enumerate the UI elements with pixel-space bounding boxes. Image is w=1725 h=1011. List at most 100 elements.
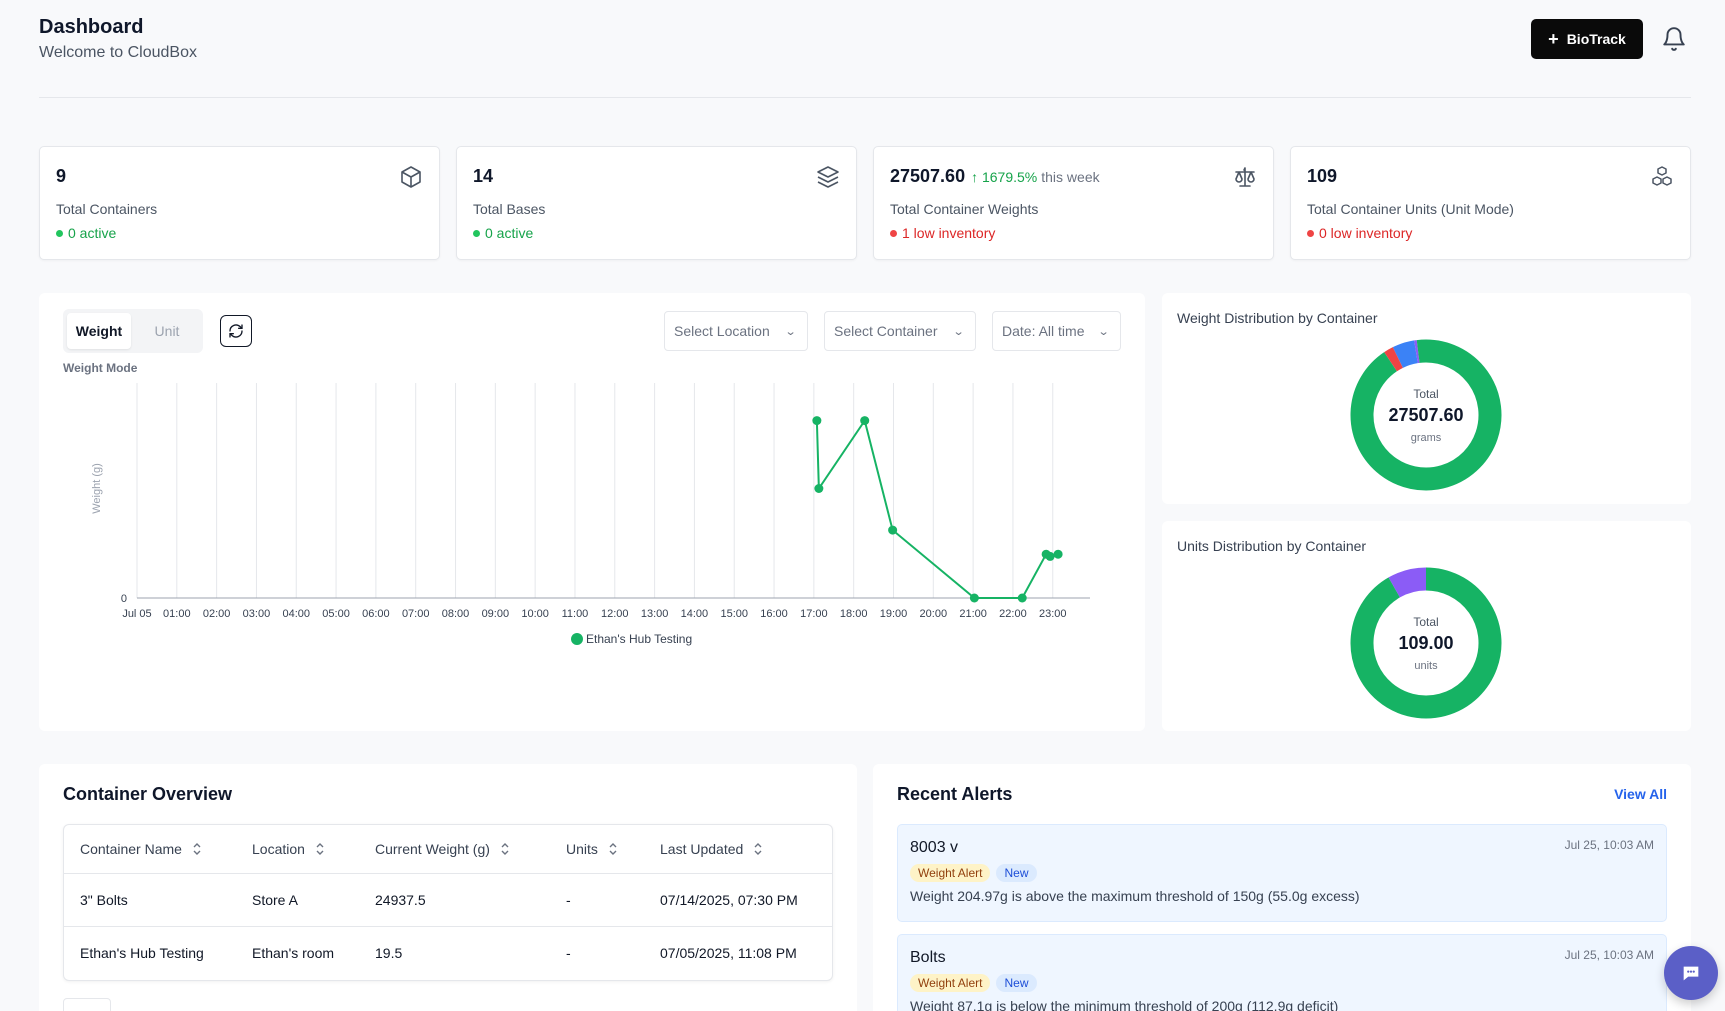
x-tick-label: 09:00: [482, 608, 510, 620]
scale-icon: [1235, 167, 1255, 187]
column-header-location[interactable]: Location: [252, 841, 325, 857]
chat-icon: [1683, 966, 1699, 981]
column-header-last-updated[interactable]: Last Updated: [660, 841, 763, 857]
table-row[interactable]: Ethan's Hub Testing Ethan's room 19.5 - …: [64, 926, 832, 978]
donut-slice: [1388, 567, 1427, 598]
stat-status: 1 low inventory: [890, 225, 995, 241]
x-tick-label: 02:00: [203, 608, 231, 620]
data-point: [888, 525, 898, 535]
alert-badges: Weight Alert New: [910, 974, 1037, 992]
add-biotrack-button[interactable]: + BioTrack: [1531, 19, 1643, 59]
cell-units: -: [566, 945, 571, 961]
stat-status: 0 active: [473, 225, 533, 241]
legend-label: Ethan's Hub Testing: [586, 632, 692, 646]
container-select[interactable]: Select Container ⌄: [824, 311, 976, 351]
legend-marker: [571, 633, 583, 645]
data-point: [814, 484, 824, 493]
x-tick-label: 15:00: [720, 608, 748, 620]
trend-up: ↑ 1679.5% this week: [971, 169, 1100, 185]
stat-label: Total Container Weights: [890, 201, 1039, 217]
y-tick-label: 0: [121, 593, 127, 605]
recent-alerts-panel: Recent Alerts View All 8003 v Jul 25, 10…: [873, 764, 1691, 1011]
alert-card[interactable]: 8003 v Jul 25, 10:03 AM Weight Alert New…: [897, 824, 1667, 922]
page-subtitle: Welcome to CloudBox: [39, 44, 197, 61]
alert-message: Weight 204.97g is above the maximum thre…: [910, 888, 1360, 904]
column-header-label: Last Updated: [660, 841, 744, 857]
units-distribution-panel: Units Distribution by Container Total 109…: [1162, 521, 1691, 731]
x-tick-label: 06:00: [362, 608, 390, 620]
x-tick-label: 03:00: [243, 608, 271, 620]
status-dot: [890, 229, 897, 237]
x-tick-label: 05:00: [322, 608, 350, 620]
alert-type-badge: Weight Alert: [910, 974, 991, 992]
x-tick-label: 10:00: [521, 608, 549, 620]
column-header-current-weight[interactable]: Current Weight (g): [375, 841, 510, 857]
x-tick-label: Jul 05: [122, 608, 151, 620]
bell-icon[interactable]: [1661, 26, 1687, 52]
stat-label: Total Containers: [56, 201, 158, 217]
x-tick-label: 14:00: [681, 608, 709, 620]
status-dot: [473, 229, 480, 237]
x-tick-label: 19:00: [880, 608, 908, 620]
sort-icon: [316, 843, 324, 855]
stat-value: 14: [473, 166, 494, 186]
status-dot: [56, 229, 63, 237]
container-overview-panel: Container Overview Container Name Locati…: [39, 764, 857, 1011]
donut-total-unit: units: [1414, 660, 1438, 672]
x-tick-label: 22:00: [999, 608, 1027, 620]
chart-mode-label: Weight Mode: [63, 361, 138, 375]
chat-button[interactable]: [1664, 946, 1718, 1000]
view-all-link[interactable]: View All: [1614, 786, 1667, 802]
donut-total-value: 109.00: [1398, 633, 1453, 653]
pagination-button[interactable]: [63, 998, 111, 1011]
weight-chart-panel: Weight Unit Select Location ⌄ Select Cont…: [39, 293, 1145, 731]
column-header-container-name[interactable]: Container Name: [80, 841, 202, 857]
plus-icon: +: [1548, 29, 1559, 49]
x-tick-label: 20:00: [920, 608, 948, 620]
x-tick-label: 07:00: [402, 608, 430, 620]
stat-status-text: 0 low inventory: [1319, 225, 1413, 241]
stat-card-bases: 14 Total Bases 0 active: [456, 146, 857, 260]
stat-card-units: 109 Total Container Units (Unit Mode) 0 …: [1290, 146, 1691, 260]
tab-weight[interactable]: Weight: [67, 313, 131, 349]
table-row[interactable]: 3" Bolts Store A 24937.5 - 07/14/2025, 0…: [64, 873, 832, 925]
stat-value: 109: [1307, 166, 1338, 186]
date-select[interactable]: Date: All time ⌄: [992, 311, 1121, 351]
trend-suffix: this week: [1041, 169, 1100, 185]
location-select-value: Select Location: [674, 323, 770, 339]
sort-icon: [609, 843, 617, 855]
donut-total-unit: grams: [1411, 432, 1442, 444]
chevron-down-icon: ⌄: [952, 325, 965, 338]
x-tick-label: 08:00: [442, 608, 470, 620]
x-tick-label: 12:00: [601, 608, 629, 620]
cell-last-updated: 07/14/2025, 07:30 PM: [660, 892, 798, 908]
alert-card[interactable]: Bolts Jul 25, 10:03 AM Weight Alert New …: [897, 934, 1667, 1011]
alert-badges: Weight Alert New: [910, 864, 1037, 882]
donut-total-label: Total: [1413, 615, 1438, 629]
cell-container-name: Ethan's Hub Testing: [80, 945, 204, 961]
page-header: Dashboard Welcome to CloudBox + BioTrack: [39, 14, 1691, 98]
x-tick-label: 04:00: [282, 608, 310, 620]
cell-location: Ethan's room: [252, 945, 335, 961]
stat-value: 27507.60 ↑ 1679.5% this week: [890, 166, 1100, 187]
x-tick-label: 11:00: [562, 608, 589, 620]
y-tick-label: 100: [109, 383, 127, 386]
refresh-icon: [229, 324, 243, 338]
x-tick-label: 21:00: [959, 608, 987, 620]
date-select-value: Date: All time: [1002, 323, 1085, 339]
cell-current-weight: 19.5: [375, 945, 403, 961]
trend-value: ↑ 1679.5%: [971, 169, 1038, 185]
column-header-label: Current Weight (g): [375, 841, 490, 857]
stat-status-text: 0 active: [485, 225, 534, 241]
location-select[interactable]: Select Location ⌄: [664, 311, 808, 351]
cell-current-weight: 24937.5: [375, 892, 426, 908]
weight-distribution-title: Weight Distribution by Container: [1177, 310, 1378, 326]
refresh-button[interactable]: [220, 315, 252, 347]
new-badge: New: [996, 974, 1037, 992]
donut-total-value: 27507.60: [1388, 405, 1463, 425]
layers-icon: [817, 166, 839, 188]
container-overview-title: Container Overview: [63, 784, 233, 804]
column-header-units[interactable]: Units: [566, 841, 618, 857]
data-point: [1017, 593, 1027, 603]
tab-unit[interactable]: Unit: [154, 323, 180, 339]
